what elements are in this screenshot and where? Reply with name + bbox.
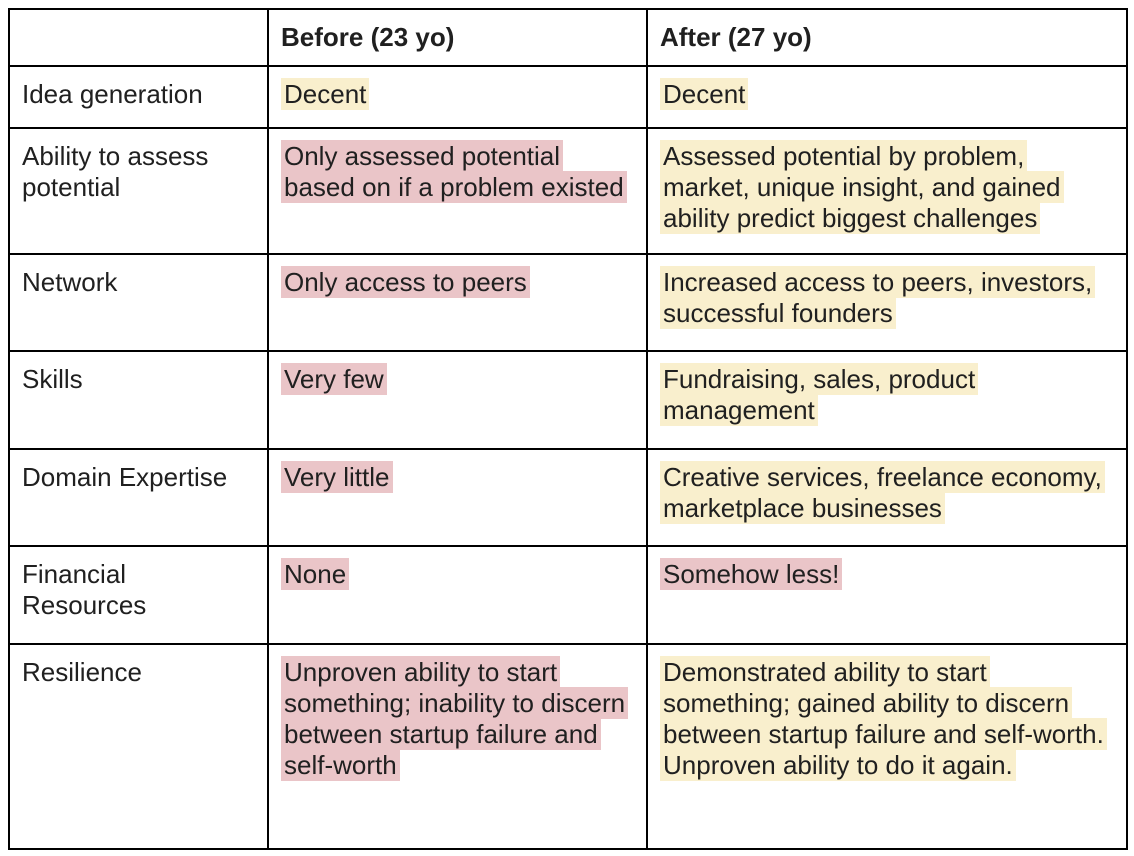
cell-highlight: Only assessed potential based on if a pr… xyxy=(281,140,627,203)
table-row: Financial Resources None Somehow less! xyxy=(8,545,1128,645)
before-cell: None xyxy=(267,545,648,645)
after-cell: Fundraising, sales, product management xyxy=(646,350,1128,450)
before-cell: Decent xyxy=(267,65,648,129)
after-cell: Decent xyxy=(646,65,1128,129)
before-cell: Very little xyxy=(267,448,648,547)
table-row: Idea generation Decent Decent xyxy=(8,65,1128,129)
table-row: Skills Very few Fundraising, sales, prod… xyxy=(8,350,1128,450)
cell-highlight: Somehow less! xyxy=(660,558,843,590)
table-row: Domain Expertise Very little Creative se… xyxy=(8,448,1128,547)
row-label: Resilience xyxy=(8,643,269,850)
before-cell: Unproven ability to start something; ina… xyxy=(267,643,648,850)
after-cell: Creative services, freelance economy, ma… xyxy=(646,448,1128,547)
corner-cell xyxy=(8,8,269,67)
column-header-after: After (27 yo) xyxy=(646,8,1128,67)
cell-highlight: Very little xyxy=(281,461,393,493)
before-cell: Only assessed potential based on if a pr… xyxy=(267,127,648,255)
row-label: Skills xyxy=(8,350,269,450)
before-after-comparison-table: Before (23 yo) After (27 yo) Idea genera… xyxy=(8,8,1128,850)
row-label: Domain Expertise xyxy=(8,448,269,547)
cell-highlight: Very few xyxy=(281,363,387,395)
cell-highlight: Only access to peers xyxy=(281,266,530,298)
cell-highlight: Assessed potential by problem, market, u… xyxy=(660,140,1064,234)
row-label: Ability to assess potential xyxy=(8,127,269,255)
cell-highlight: Increased access to peers, investors, su… xyxy=(660,266,1096,329)
cell-highlight: None xyxy=(281,558,350,590)
after-cell: Assessed potential by problem, market, u… xyxy=(646,127,1128,255)
column-header-before: Before (23 yo) xyxy=(267,8,648,67)
row-label: Idea generation xyxy=(8,65,269,129)
cell-highlight: Decent xyxy=(281,78,370,110)
after-cell: Demonstrated ability to start something;… xyxy=(646,643,1128,850)
cell-highlight: Decent xyxy=(660,78,749,110)
header-row: Before (23 yo) After (27 yo) xyxy=(8,8,1128,67)
before-cell: Very few xyxy=(267,350,648,450)
table-row: Network Only access to peers Increased a… xyxy=(8,253,1128,352)
before-cell: Only access to peers xyxy=(267,253,648,352)
table-row: Ability to assess potential Only assesse… xyxy=(8,127,1128,255)
cell-highlight: Demonstrated ability to start something;… xyxy=(660,656,1107,781)
row-label: Network xyxy=(8,253,269,352)
after-cell: Somehow less! xyxy=(646,545,1128,645)
table-row: Resilience Unproven ability to start som… xyxy=(8,643,1128,850)
row-label: Financial Resources xyxy=(8,545,269,645)
cell-highlight: Unproven ability to start something; ina… xyxy=(281,656,629,781)
cell-highlight: Fundraising, sales, product management xyxy=(660,363,979,426)
after-cell: Increased access to peers, investors, su… xyxy=(646,253,1128,352)
cell-highlight: Creative services, freelance economy, ma… xyxy=(660,461,1105,524)
